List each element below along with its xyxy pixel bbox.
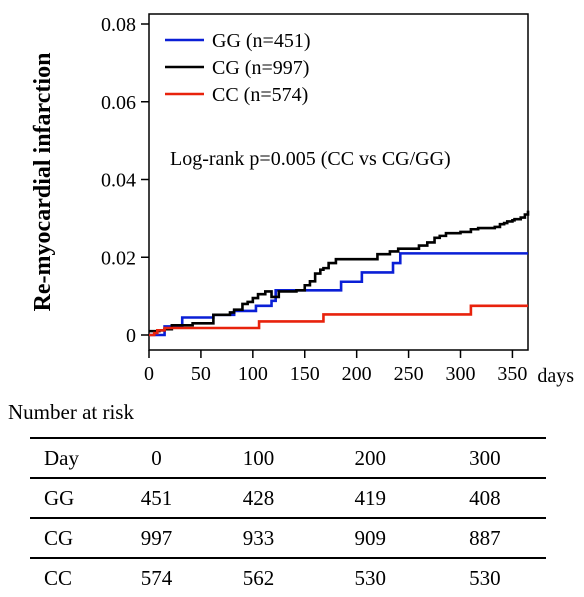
risk-row-cc: CC 574 562 530 530 — [30, 558, 546, 597]
risk-row-label: CG — [30, 518, 113, 559]
km-chart: 0 0.02 0.04 0.06 0.08 0 50 100 150 200 250 300 350 da… — [30, 13, 574, 387]
risk-cell: 408 — [423, 478, 546, 519]
km-curve-gg — [149, 252, 528, 337]
log-rank-annotation: Log-rank p=0.005 (CC vs CG/GG) — [170, 148, 451, 170]
risk-cell: 530 — [469, 565, 501, 590]
legend-label: GG (n=451) — [212, 30, 311, 52]
risk-header-cell: 300 — [423, 437, 546, 479]
risk-table-title: Number at risk — [8, 400, 134, 424]
x-tick-label: 350 — [497, 363, 527, 385]
x-tick-label: 100 — [238, 363, 268, 385]
risk-row-label: CC — [44, 565, 73, 590]
legend-label: CG (n=997) — [212, 57, 309, 79]
risk-cell: 428 — [200, 478, 317, 519]
risk-cell: 887 — [423, 518, 546, 559]
risk-table: Day 0 100 200 300 GG 451 428 419 408 CG … — [30, 437, 546, 597]
risk-table-header: Day 0 100 200 300 — [30, 437, 546, 479]
risk-header-label: Day — [30, 437, 113, 479]
x-axis-label: days — [537, 365, 574, 387]
x-tick-label: 150 — [290, 363, 320, 385]
legend-label: CC (n=574) — [212, 84, 308, 106]
plot-frame — [148, 13, 529, 351]
risk-cell: 530 — [354, 565, 386, 590]
y-tick-label: 0.04 — [101, 170, 136, 192]
risk-row-gg: GG 451 428 419 408 — [30, 478, 546, 519]
y-tick-label: 0.06 — [101, 92, 136, 114]
risk-cell: 933 — [200, 518, 317, 559]
risk-cell: 451 — [112, 478, 201, 519]
km-curve-cc — [149, 304, 528, 337]
risk-row-label: GG — [30, 478, 113, 519]
risk-row-cg: CG 997 933 909 887 — [30, 518, 546, 559]
y-tick-label: 0 — [126, 325, 136, 347]
risk-cell: 562 — [242, 565, 275, 590]
risk-cell: 909 — [316, 518, 424, 559]
x-tick-label: 300 — [446, 363, 476, 385]
x-tick-label: 250 — [394, 363, 424, 385]
y-tick-label: 0.08 — [101, 14, 136, 36]
risk-header-cell: 0 — [112, 437, 201, 479]
risk-header-cell: 100 — [200, 437, 317, 479]
risk-cell: 419 — [316, 478, 424, 519]
risk-cell: 997 — [112, 518, 201, 559]
y-tick-label: 0.02 — [101, 247, 136, 269]
x-tick-label: 50 — [191, 363, 211, 385]
km-curve-cg — [149, 210, 530, 333]
x-tick-label: 200 — [342, 363, 372, 385]
x-tick-label: 0 — [144, 363, 154, 385]
risk-cell: 574 — [140, 565, 173, 590]
y-axis-label: Re-myocardial infarction — [30, 53, 56, 312]
risk-header-cell: 200 — [316, 437, 424, 479]
